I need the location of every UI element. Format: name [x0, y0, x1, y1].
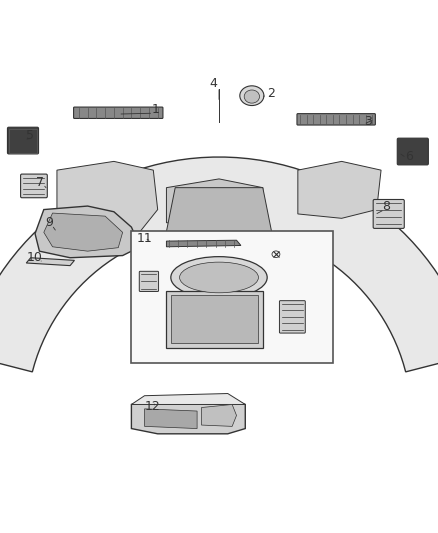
Polygon shape — [166, 179, 263, 227]
Text: 12: 12 — [145, 400, 160, 413]
Text: 10: 10 — [27, 251, 43, 264]
Text: 1: 1 — [152, 103, 159, 116]
Polygon shape — [35, 206, 140, 258]
FancyBboxPatch shape — [279, 301, 305, 333]
Polygon shape — [201, 405, 237, 426]
Text: 11: 11 — [137, 231, 152, 245]
Text: 8: 8 — [382, 199, 390, 213]
FancyBboxPatch shape — [373, 199, 404, 229]
Polygon shape — [0, 157, 438, 372]
Text: 9: 9 — [45, 216, 53, 229]
Text: 7: 7 — [36, 176, 44, 189]
Ellipse shape — [171, 257, 267, 298]
Polygon shape — [166, 240, 241, 247]
Text: 2: 2 — [268, 87, 276, 100]
Polygon shape — [145, 409, 197, 429]
Polygon shape — [131, 393, 245, 405]
Bar — [171, 295, 258, 343]
Polygon shape — [131, 398, 245, 434]
Text: 4: 4 — [210, 77, 218, 90]
Text: 3: 3 — [364, 115, 372, 127]
Text: 6: 6 — [406, 150, 413, 163]
Polygon shape — [57, 161, 158, 236]
Polygon shape — [26, 258, 74, 265]
Ellipse shape — [240, 86, 264, 106]
FancyBboxPatch shape — [7, 127, 39, 154]
FancyBboxPatch shape — [74, 107, 163, 118]
Polygon shape — [298, 161, 381, 219]
Polygon shape — [166, 188, 272, 266]
Text: 5: 5 — [26, 128, 34, 142]
FancyBboxPatch shape — [21, 174, 47, 198]
FancyBboxPatch shape — [397, 138, 428, 165]
Bar — [131, 231, 333, 363]
FancyBboxPatch shape — [297, 114, 375, 125]
FancyBboxPatch shape — [139, 271, 159, 292]
Ellipse shape — [244, 90, 259, 103]
Ellipse shape — [180, 262, 258, 293]
Polygon shape — [44, 213, 123, 251]
Bar — [166, 290, 263, 348]
